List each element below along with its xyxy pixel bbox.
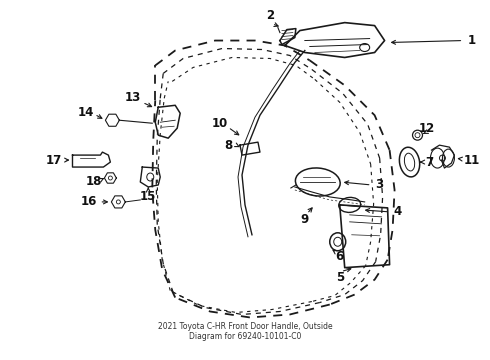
Text: 17: 17: [46, 154, 62, 167]
Text: 14: 14: [77, 106, 94, 119]
Text: 6: 6: [336, 250, 344, 263]
Text: 11: 11: [463, 154, 480, 167]
Text: 7: 7: [425, 156, 434, 168]
Text: 13: 13: [124, 91, 141, 104]
Text: 2021 Toyota C-HR Front Door Handle, Outside
Diagram for 69240-10101-C0: 2021 Toyota C-HR Front Door Handle, Outs…: [158, 322, 332, 341]
Text: 2: 2: [266, 9, 274, 22]
Text: 18: 18: [85, 175, 101, 189]
Text: 5: 5: [336, 271, 344, 284]
Text: 8: 8: [224, 139, 232, 152]
Text: 1: 1: [467, 34, 475, 47]
Text: 9: 9: [301, 213, 309, 226]
Text: 16: 16: [80, 195, 97, 208]
Text: 10: 10: [212, 117, 228, 130]
Text: 15: 15: [140, 190, 156, 203]
Text: 3: 3: [375, 179, 384, 192]
Text: 12: 12: [418, 122, 435, 135]
Text: 4: 4: [393, 205, 402, 219]
